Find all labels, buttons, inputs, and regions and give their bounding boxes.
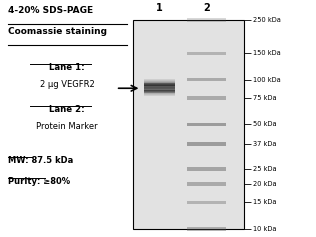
Text: 100 kDa: 100 kDa	[253, 77, 281, 83]
Text: 37 kDa: 37 kDa	[253, 141, 276, 147]
Bar	[187, 182, 226, 186]
Bar	[144, 88, 175, 89]
Bar	[144, 90, 175, 92]
Bar	[144, 91, 175, 93]
Text: 150 kDa: 150 kDa	[253, 50, 281, 56]
Bar	[187, 142, 226, 146]
Text: 75 kDa: 75 kDa	[253, 95, 276, 101]
Text: 250 kDa: 250 kDa	[253, 17, 281, 23]
Bar	[187, 227, 226, 231]
Bar	[144, 94, 175, 95]
Bar	[187, 51, 226, 55]
Bar	[144, 92, 175, 94]
Bar	[144, 95, 175, 96]
Text: Lane 2:: Lane 2:	[49, 105, 85, 114]
Text: 2 μg VEGFR2: 2 μg VEGFR2	[40, 81, 94, 90]
Text: 1: 1	[156, 3, 163, 13]
Text: Coomassie staining: Coomassie staining	[8, 27, 107, 36]
Bar	[187, 168, 226, 171]
Bar	[187, 123, 226, 126]
Bar	[144, 86, 175, 87]
Bar	[187, 78, 226, 82]
Text: 4-20% SDS-PAGE: 4-20% SDS-PAGE	[8, 6, 93, 15]
Bar	[144, 80, 175, 81]
Text: Protein Marker: Protein Marker	[36, 122, 98, 131]
Bar	[187, 201, 226, 204]
Text: 10 kDa: 10 kDa	[253, 226, 276, 232]
Text: 15 kDa: 15 kDa	[253, 199, 276, 205]
Bar	[144, 78, 175, 80]
Text: Lane 1:: Lane 1:	[49, 63, 85, 72]
Text: 2: 2	[203, 3, 210, 13]
Bar	[144, 82, 175, 84]
Text: 25 kDa: 25 kDa	[253, 166, 276, 172]
Bar	[144, 87, 175, 88]
Bar	[187, 18, 226, 22]
Bar	[144, 83, 175, 85]
Bar	[187, 96, 226, 100]
Bar	[144, 84, 175, 86]
Text: Purity: ≥80%: Purity: ≥80%	[8, 177, 70, 186]
Text: MW: 87.5 kDa: MW: 87.5 kDa	[8, 156, 73, 165]
Text: 50 kDa: 50 kDa	[253, 122, 276, 128]
Bar	[144, 89, 175, 91]
Text: 20 kDa: 20 kDa	[253, 181, 276, 187]
Bar	[144, 81, 175, 82]
